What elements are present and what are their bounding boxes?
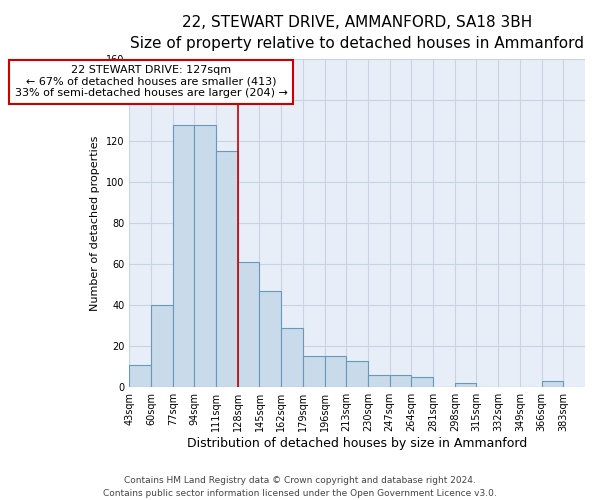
Bar — [325, 356, 346, 387]
Bar — [455, 383, 476, 387]
Bar — [151, 305, 173, 387]
Bar — [389, 375, 412, 387]
Bar — [368, 375, 389, 387]
Bar — [412, 377, 433, 387]
Title: 22, STEWART DRIVE, AMMANFORD, SA18 3BH
Size of property relative to detached hou: 22, STEWART DRIVE, AMMANFORD, SA18 3BH S… — [130, 15, 584, 51]
Text: Contains HM Land Registry data © Crown copyright and database right 2024.
Contai: Contains HM Land Registry data © Crown c… — [103, 476, 497, 498]
Bar — [173, 124, 194, 387]
Text: 22 STEWART DRIVE: 127sqm
← 67% of detached houses are smaller (413)
33% of semi-: 22 STEWART DRIVE: 127sqm ← 67% of detach… — [14, 66, 287, 98]
X-axis label: Distribution of detached houses by size in Ammanford: Distribution of detached houses by size … — [187, 437, 527, 450]
Bar — [259, 291, 281, 387]
Bar — [238, 262, 259, 387]
Bar — [346, 360, 368, 387]
Bar — [129, 364, 151, 387]
Y-axis label: Number of detached properties: Number of detached properties — [91, 136, 100, 311]
Bar — [194, 124, 216, 387]
Bar — [216, 152, 238, 387]
Bar — [281, 328, 303, 387]
Bar — [542, 381, 563, 387]
Bar — [303, 356, 325, 387]
